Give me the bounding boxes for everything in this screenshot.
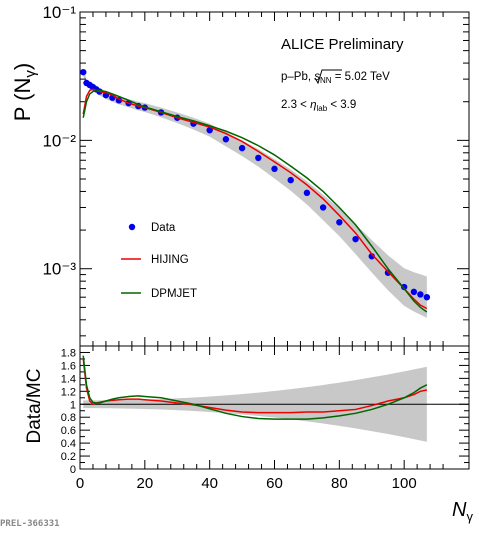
footer-id: PREL-366331 [0, 519, 60, 529]
x-tick-label: 20 [136, 475, 153, 492]
data-point [80, 68, 87, 76]
bottom-ylabel: Data/MC [24, 369, 45, 444]
axis-ticks [79, 11, 469, 470]
legend-hijing-label: HIJING [151, 254, 189, 266]
sqrt-sign [314, 69, 342, 85]
chart-series [80, 68, 469, 420]
data-point [400, 283, 408, 291]
x-axis-label: Nγ [452, 499, 473, 524]
ratio-y-tick-label: 0.8 [61, 412, 76, 424]
tick-labels: 0 20 40 60 80 10010⁻³10⁻²10⁻¹00.20.40.60.811.… [42, 3, 416, 492]
x-tick-label: 80 [331, 475, 348, 492]
data-point [336, 219, 343, 226]
top-uncertainty-band-shape [83, 68, 427, 318]
x-tick-label: 60 [266, 475, 283, 492]
data-point [410, 288, 418, 296]
ratio-y-tick-label: 1.6 [61, 360, 76, 372]
y-tick-label: 10⁻¹ [42, 3, 76, 22]
y-tick-label: 10⁻² [42, 131, 76, 150]
data-point [287, 176, 294, 184]
ratio-y-tick-label: 0.2 [61, 451, 76, 463]
collision-system-label: p–Pb, sNN = 5.02 TeV [281, 71, 390, 85]
legend-data-label: Data [151, 222, 176, 234]
ratio-y-tick-label: 0.4 [61, 438, 76, 450]
ratio-y-tick-label: 1.8 [61, 347, 76, 359]
top-ylabel: P (Nγ) [10, 63, 39, 121]
ratio-y-tick-label: 1.2 [61, 386, 76, 398]
data-point [238, 144, 246, 152]
top-uncertainty-band [83, 68, 427, 318]
data-point [206, 126, 213, 134]
data-point [319, 204, 327, 211]
x-tick-label: 100 [392, 475, 417, 492]
dpmjet-ratio-line [82, 355, 428, 420]
y-tick-label: 10⁻³ [42, 260, 76, 279]
ratio-y-tick-label: 1.4 [61, 373, 76, 385]
legend-data-marker [128, 223, 136, 231]
legend-dpmjet-label: DPMJET [151, 288, 197, 300]
dpmjet-line [82, 89, 428, 313]
data-point [352, 235, 359, 243]
ratio-y-tick-label: 0 [70, 464, 76, 476]
alice-preliminary-label: ALICE Preliminary [281, 36, 404, 53]
hijing-line [82, 88, 428, 310]
legend: Data HIJING DPMJET [121, 222, 197, 300]
ratio-y-tick-label: 1 [70, 399, 76, 411]
data-point [368, 253, 375, 260]
data-point [417, 291, 424, 298]
data-point [423, 293, 431, 301]
data-point [255, 154, 262, 162]
x-tick-label: 40 [201, 475, 218, 492]
data-point [222, 136, 230, 143]
data-point [271, 165, 278, 173]
data-point [303, 189, 311, 197]
ratio-y-tick-label: 0.6 [61, 425, 76, 437]
x-tick-label: 0 [76, 475, 84, 492]
eta-range-label: 2.3 < ηlab < 3.9 [281, 99, 356, 113]
